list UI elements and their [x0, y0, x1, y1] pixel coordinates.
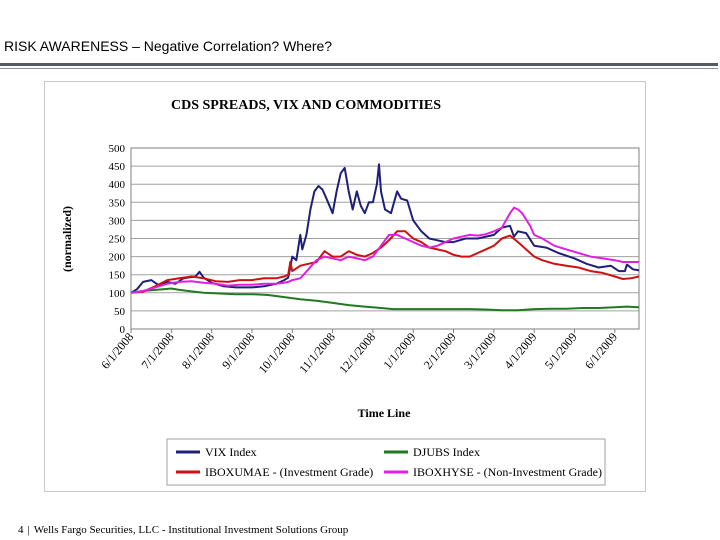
footer-separator: |	[27, 524, 30, 536]
legend-label: VIX Index	[205, 445, 257, 459]
chart-frame: CDS SPREADS, VIX AND COMMODITIES (normal…	[44, 81, 646, 492]
legend-layer: VIX Index DJUBS Index IBOXUMAE - (Investme…	[166, 438, 606, 486]
y-tick-label: 500	[109, 143, 126, 155]
x-tick-label: 11/1/2008	[296, 330, 338, 376]
chart-title: CDS SPREADS, VIX AND COMMODITIES	[171, 98, 441, 113]
series-line-3	[130, 230, 640, 294]
series-line-4	[130, 206, 639, 294]
series-line-2	[130, 287, 640, 312]
y-tick-label: 50	[114, 306, 126, 318]
y-tick-label: 150	[109, 270, 126, 282]
x-tick-label: 2/1/2009	[421, 330, 459, 372]
y-tick-label: 100	[109, 288, 126, 300]
page-number: 4	[18, 524, 24, 536]
x-tick-label: 10/1/2008	[256, 330, 298, 376]
legend-label: IBOXUMAE - (Investment Grade)	[205, 465, 373, 479]
legend-label: DJUBS Index	[413, 445, 480, 459]
x-axis-label: Time Line	[358, 406, 411, 420]
footer: 4 | Wells Fargo Securities, LLC - Institut…	[18, 524, 348, 536]
y-tick-label: 350	[109, 197, 126, 209]
series-line-1	[130, 163, 640, 294]
line-chart: CDS SPREADS, VIX AND COMMODITIES (normal…	[60, 98, 640, 486]
y-tick-label: 0	[120, 324, 126, 336]
y-axis-label: (normalized)	[60, 206, 74, 272]
x-tick-label: 1/1/2009	[380, 330, 418, 372]
y-tick-label: 250	[109, 234, 126, 246]
header-rule-thick	[0, 63, 718, 66]
grid-layer	[130, 147, 640, 330]
plot-area	[130, 147, 640, 330]
x-tick-label: 6/1/2009	[582, 330, 620, 372]
slide-title: RISK AWARENESS – Negative Correlation? W…	[4, 38, 333, 54]
x-tick-label: 7/1/2008	[138, 330, 176, 372]
y-tick-label: 200	[109, 252, 126, 264]
x-tick-label: 9/1/2008	[219, 330, 257, 372]
legend-box	[166, 438, 606, 486]
header-rule-thin	[0, 68, 718, 69]
x-tick-label: 5/1/2009	[542, 330, 580, 372]
footer-text: Wells Fargo Securities, LLC - Institutio…	[33, 524, 349, 536]
y-tick-label: 400	[109, 179, 126, 191]
y-tick-label: 450	[109, 161, 126, 173]
x-tick-label: 12/1/2008	[336, 330, 378, 376]
series-layer	[130, 163, 640, 312]
x-tick-label: 8/1/2008	[179, 330, 217, 372]
x-tick-label: 4/1/2009	[501, 330, 539, 372]
legend-label: IBOXHYSE - (Non-Investment Grade)	[413, 465, 602, 479]
x-tick-label: 6/1/2008	[98, 330, 136, 372]
x-tick-label: 3/1/2009	[461, 330, 499, 372]
y-tick-label: 300	[109, 215, 126, 227]
